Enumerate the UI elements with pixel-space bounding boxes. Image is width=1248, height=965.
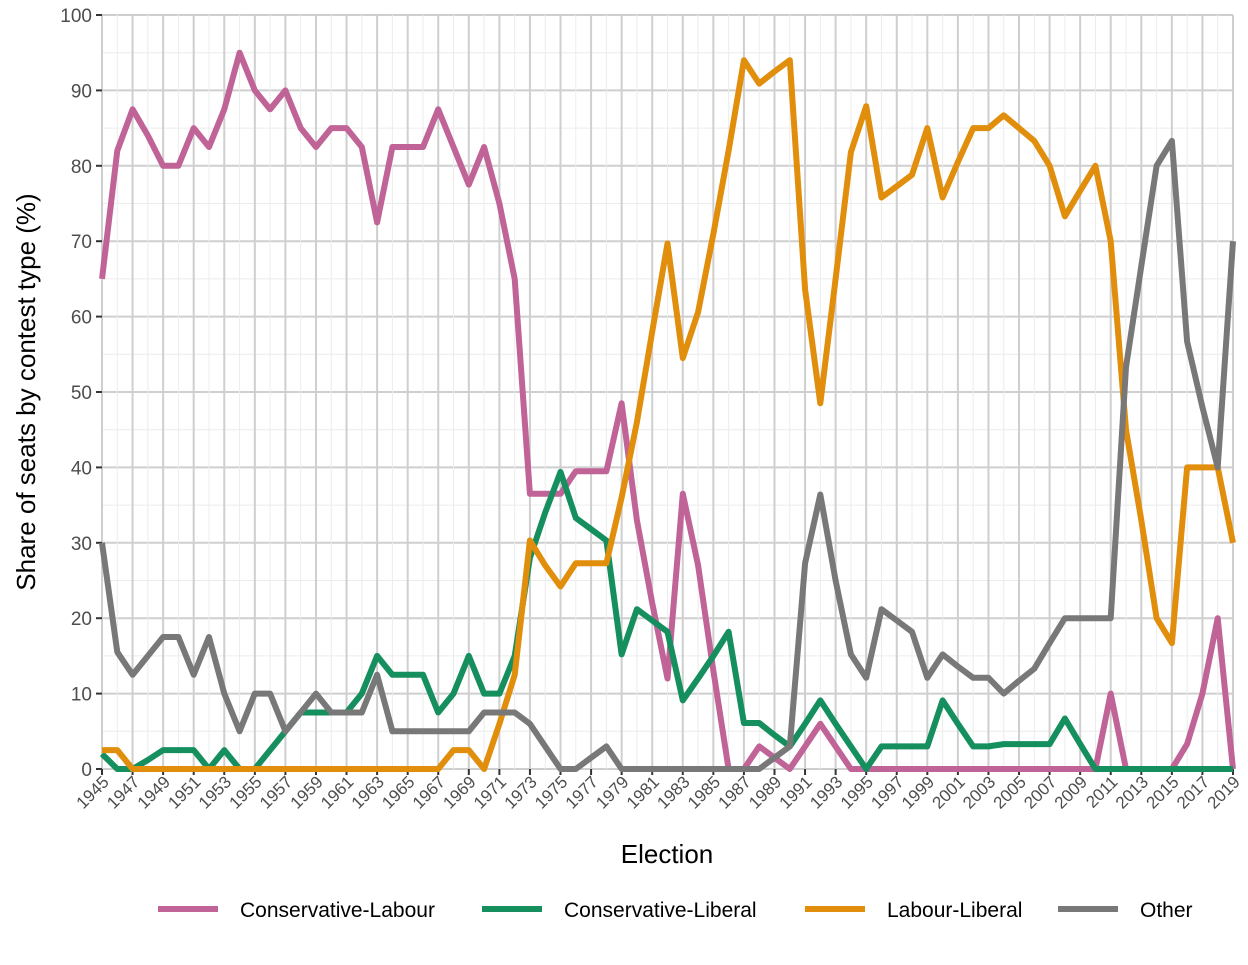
x-tick-label: 2011 xyxy=(1082,772,1121,811)
x-tick-label: 1949 xyxy=(134,772,174,812)
legend-label: Labour-Liberal xyxy=(887,899,1022,922)
legend-label: Conservative-Liberal xyxy=(564,899,757,922)
y-tick-label: 30 xyxy=(71,534,92,555)
x-tick-label: 1977 xyxy=(562,772,602,812)
x-tick-label: 1969 xyxy=(439,772,479,812)
x-tick-label: 1957 xyxy=(256,772,296,812)
y-tick-label: 60 xyxy=(71,308,92,329)
x-tick-label: 2007 xyxy=(1020,772,1060,812)
x-tick-label: 1997 xyxy=(867,772,907,812)
x-tick-label: 1995 xyxy=(837,772,877,812)
series-line-labour-liberal xyxy=(102,57,1236,772)
legend: Conservative-Labour Conservative-Liberal L… xyxy=(158,899,1193,922)
x-tick-label: 1963 xyxy=(348,772,388,812)
x-tick-label: 1955 xyxy=(225,772,265,812)
y-tick-label: 90 xyxy=(71,81,92,102)
y-tick-label: 20 xyxy=(71,609,92,630)
x-tick-label: 2017 xyxy=(1173,772,1213,812)
x-tick-label: 1945 xyxy=(73,772,113,812)
y-tick-label: 40 xyxy=(71,458,92,479)
legend-label: Other xyxy=(1140,899,1193,922)
x-tick-label: 1993 xyxy=(806,772,846,812)
x-tick-label: 1989 xyxy=(745,772,785,812)
legend-item: Labour-Liberal xyxy=(805,899,1022,922)
x-tick-label: 1951 xyxy=(164,772,204,812)
x-tick-label: 1991 xyxy=(776,772,816,812)
x-tick-label: 2019 xyxy=(1204,772,1244,812)
x-tick-label: 2013 xyxy=(1112,772,1152,812)
x-tick-label: 2015 xyxy=(1143,772,1183,812)
x-tick-label: 1981 xyxy=(623,772,663,812)
x-tick-label: 1959 xyxy=(287,772,327,812)
legend-label: Conservative-Labour xyxy=(240,899,435,922)
legend-item: Conservative-Labour xyxy=(158,899,435,922)
x-tick-label: 1975 xyxy=(531,772,571,812)
x-tick-label: 1961 xyxy=(317,772,357,812)
series-lines xyxy=(99,49,1236,772)
x-tick-label: 1947 xyxy=(103,772,143,812)
legend-item: Other xyxy=(1058,899,1193,922)
x-tick-label: 1985 xyxy=(684,772,724,812)
series-line-conservative-labour xyxy=(99,49,1236,772)
x-tick-label: 2003 xyxy=(959,772,999,812)
x-tick-label: 1987 xyxy=(715,772,755,812)
x-tick-label: 2001 xyxy=(929,772,969,812)
x-tick-label: 1967 xyxy=(409,772,449,812)
y-tick-label: 80 xyxy=(71,157,92,178)
x-tick-label: 1953 xyxy=(195,772,235,812)
y-axis-label: Share of seats by contest type (%) xyxy=(11,193,41,590)
x-tick-label: 1999 xyxy=(898,772,938,812)
x-tick-label: 1979 xyxy=(592,772,632,812)
series-line-other xyxy=(99,137,1236,772)
y-tick-label: 50 xyxy=(71,383,92,404)
legend-item: Conservative-Liberal xyxy=(482,899,757,922)
x-axis-label: Election xyxy=(621,839,714,869)
y-tick-label: 70 xyxy=(71,232,92,253)
x-tick-label: 1965 xyxy=(378,772,418,812)
x-tick-label: 2009 xyxy=(1051,772,1091,812)
y-tick-label: 100 xyxy=(60,6,92,27)
x-tick-label: 1973 xyxy=(501,772,541,812)
y-tick-label: 0 xyxy=(81,760,92,781)
x-tick-label: 1971 xyxy=(470,772,510,812)
x-tick-label: 1983 xyxy=(653,772,693,812)
x-tick-label: 2005 xyxy=(990,772,1030,812)
y-tick-label: 10 xyxy=(71,685,92,706)
